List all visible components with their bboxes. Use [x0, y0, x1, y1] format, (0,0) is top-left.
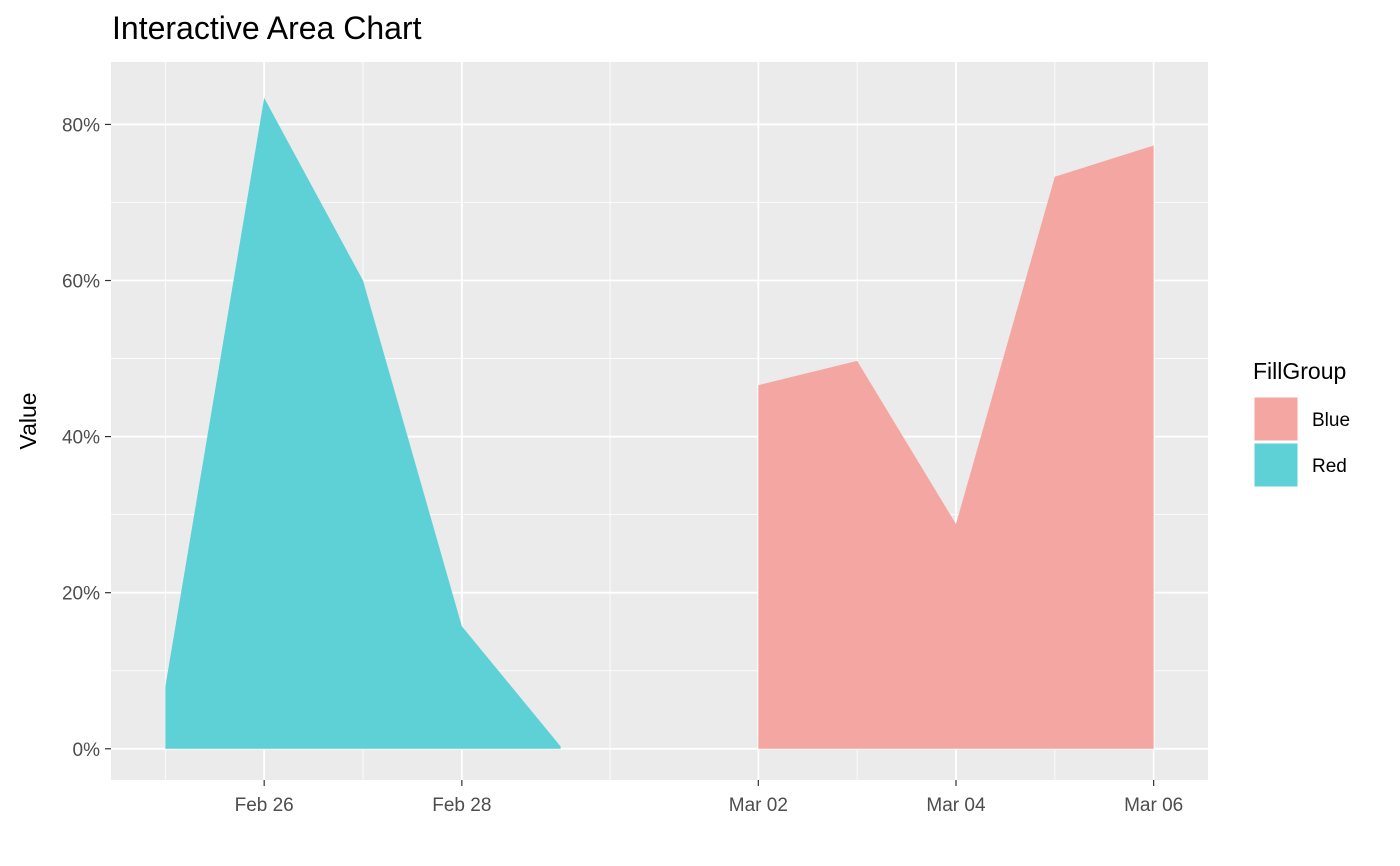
x-tick-label: Feb 26 — [235, 795, 294, 816]
legend-label-blue: Blue — [1312, 410, 1350, 431]
legend-title: FillGroup — [1253, 358, 1346, 384]
y-tick-label: 40% — [62, 428, 100, 449]
y-tick-label: 60% — [62, 272, 100, 293]
legend-label-red: Red — [1312, 456, 1347, 477]
legend-swatch-blue — [1254, 397, 1298, 441]
y-axis-title: Value — [15, 392, 41, 449]
x-tick-label: Mar 02 — [729, 795, 788, 816]
y-tick-label: 20% — [62, 584, 100, 605]
x-tick-label: Mar 04 — [926, 795, 986, 816]
x-tick-label: Feb 28 — [432, 795, 491, 816]
area-series-blue — [758, 145, 1154, 749]
x-tick-label: Mar 06 — [1124, 795, 1183, 816]
area-series-red — [165, 97, 561, 749]
chart-title: Interactive Area Chart — [112, 10, 422, 46]
legend-swatch-red — [1254, 443, 1298, 487]
y-tick-label: 0% — [73, 740, 101, 761]
y-tick-label: 80% — [62, 115, 100, 136]
